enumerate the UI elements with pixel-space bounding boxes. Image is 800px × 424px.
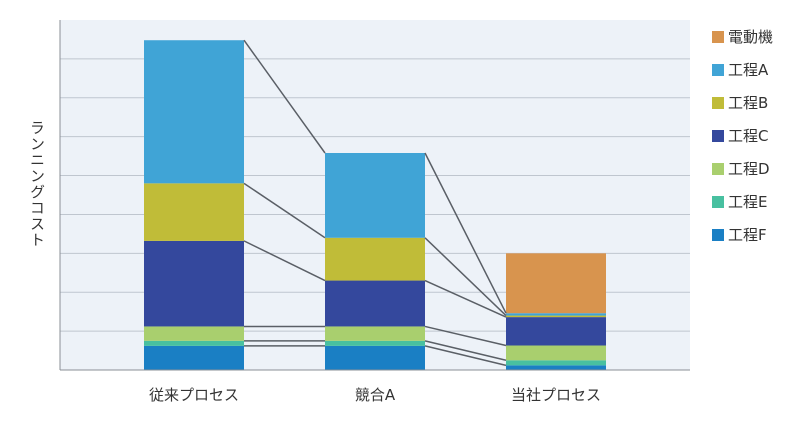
- connector-line: [424, 279, 507, 318]
- bar-segment: [325, 326, 425, 341]
- legend-label: 電動機: [728, 28, 774, 46]
- connector-line: [424, 345, 507, 367]
- legend-item-process-d: 工程D: [712, 152, 773, 185]
- bar-segment: [325, 153, 425, 238]
- x-tick-label-2: 当社プロセス: [510, 386, 601, 404]
- connector-line: [424, 237, 507, 317]
- legend-swatch: [712, 96, 724, 109]
- bar-segment: [506, 345, 606, 361]
- bar-segment: [144, 183, 244, 241]
- legend: 電動機 工程A 工程B 工程C 工程D 工程E 工程F: [712, 20, 773, 251]
- connector-line: [243, 39, 326, 154]
- bar-segment: [144, 326, 244, 341]
- legend-swatch: [712, 129, 724, 142]
- bar-segment: [325, 345, 425, 370]
- bar-segment: [506, 360, 606, 366]
- legend-swatch: [712, 162, 724, 175]
- bar-segment: [506, 313, 606, 316]
- bar-segment: [325, 340, 425, 346]
- legend-item-process-b: 工程B: [712, 86, 773, 119]
- bar-segment: [144, 40, 244, 184]
- bar-segment: [506, 315, 606, 318]
- legend-item-motor: 電動機: [712, 20, 773, 53]
- legend-item-process-a: 工程A: [712, 53, 773, 86]
- legend-swatch: [712, 228, 724, 241]
- y-axis-label: ランニングコスト: [28, 120, 46, 248]
- bar-segment: [506, 365, 606, 370]
- legend-label: 工程A: [728, 61, 769, 79]
- bar-segment: [144, 345, 244, 370]
- x-tick-label-1: 競合A: [354, 386, 396, 404]
- legend-swatch: [712, 63, 724, 76]
- bar-segment: [325, 280, 425, 327]
- legend-label: 工程D: [728, 160, 770, 178]
- legend-swatch: [712, 195, 724, 208]
- bar-segment: [325, 237, 425, 281]
- legend-label: 工程F: [728, 226, 767, 244]
- bar-segment: [144, 240, 244, 327]
- bar-segment: [506, 253, 606, 314]
- legend-item-process-c: 工程C: [712, 119, 773, 152]
- bar-segment: [144, 340, 244, 346]
- connector-line: [243, 182, 326, 239]
- legend-label: 工程B: [728, 94, 769, 112]
- connector-line: [424, 152, 507, 314]
- legend-swatch: [712, 30, 724, 43]
- legend-item-process-e: 工程E: [712, 185, 773, 218]
- connector-line: [243, 240, 326, 282]
- legend-label: 工程E: [728, 193, 768, 211]
- legend-label: 工程C: [728, 127, 769, 145]
- connector-line: [424, 340, 507, 362]
- connector-line: [424, 325, 507, 347]
- bar-segment: [506, 317, 606, 346]
- legend-item-process-f: 工程F: [712, 218, 773, 251]
- x-tick-label-0: 従来プロセス: [148, 386, 239, 404]
